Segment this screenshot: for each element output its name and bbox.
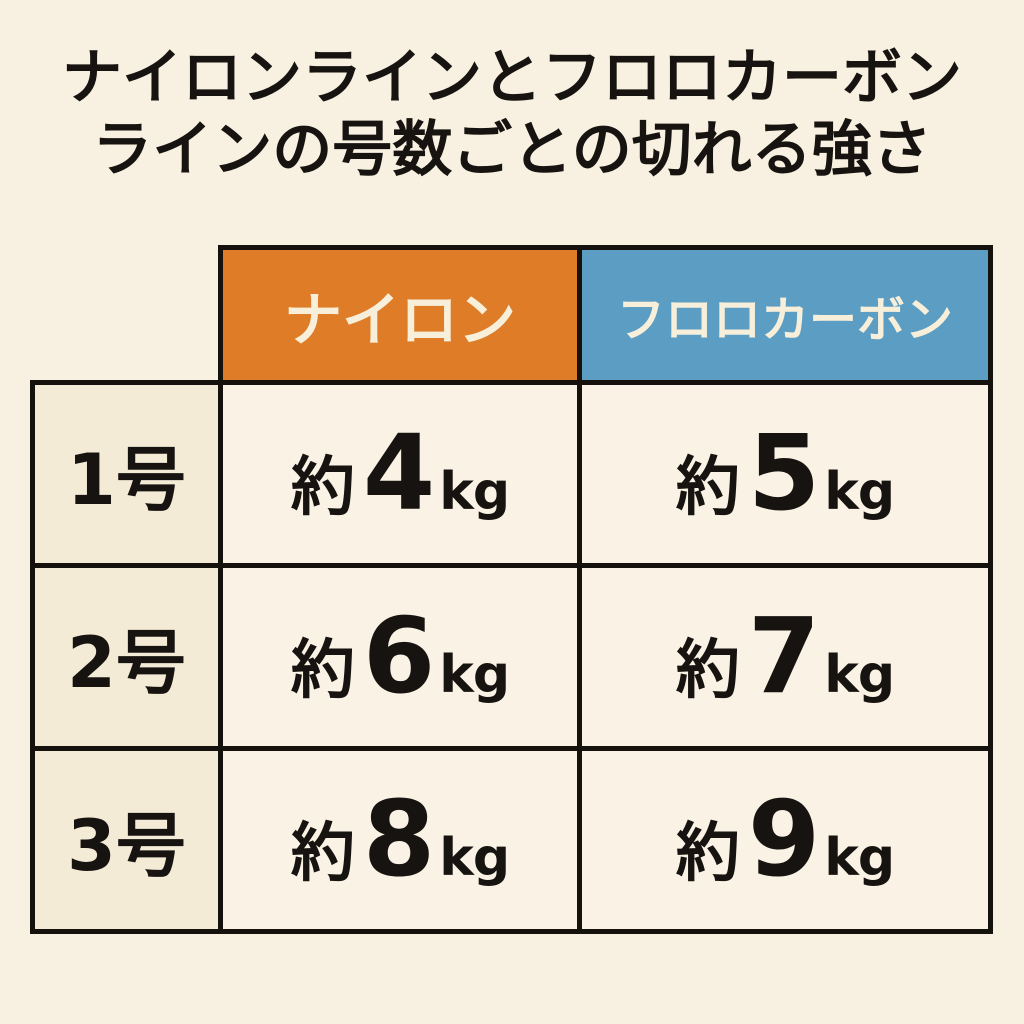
value-group: 約 4 kg <box>290 411 510 534</box>
value-prefix: 約 <box>290 816 355 891</box>
page-title: ナイロンラインとフロロカーボン ラインの号数ごとの切れる強さ <box>0 42 1024 186</box>
value-unit: kg <box>824 827 895 888</box>
value-group: 約 9 kg <box>675 777 895 900</box>
cell-fluorocarbon-size2: 約 7 kg <box>582 568 988 746</box>
value-unit: kg <box>824 461 895 522</box>
row-label-text: 3号 <box>67 804 186 887</box>
row-label-size1: 1号 <box>35 385 218 563</box>
header-label-nylon: ナイロン <box>283 286 516 354</box>
cell-nylon-size3: 約 8 kg <box>223 751 577 929</box>
value-group: 約 6 kg <box>290 594 510 717</box>
value-prefix: 約 <box>675 816 740 891</box>
value-group: 約 8 kg <box>290 777 510 900</box>
row-label-text: 2号 <box>67 621 186 704</box>
value-unit: kg <box>824 644 895 705</box>
value-prefix: 約 <box>675 633 740 708</box>
page-title-line1: ナイロンラインとフロロカーボン <box>62 43 962 113</box>
row-label-size2: 2号 <box>35 568 218 746</box>
header-label-fluorocarbon: フロロカーボン <box>616 292 953 348</box>
value-number: 4 <box>362 411 436 534</box>
value-prefix: 約 <box>290 450 355 525</box>
value-number: 9 <box>747 777 821 900</box>
value-prefix: 約 <box>290 633 355 708</box>
cell-fluorocarbon-size3: 約 9 kg <box>582 751 988 929</box>
value-number: 8 <box>362 777 436 900</box>
row-label-text: 1号 <box>67 438 186 521</box>
value-unit: kg <box>439 644 510 705</box>
table-body: 1号 約 4 kg 約 5 kg 2号 <box>30 380 993 934</box>
cell-nylon-size2: 約 6 kg <box>223 568 577 746</box>
strength-table: ナイロン フロロカーボン 1号 約 4 kg 約 5 <box>30 245 993 934</box>
value-unit: kg <box>439 827 510 888</box>
value-group: 約 5 kg <box>675 411 895 534</box>
value-prefix: 約 <box>675 450 740 525</box>
value-group: 約 7 kg <box>675 594 895 717</box>
cell-nylon-size1: 約 4 kg <box>223 385 577 563</box>
header-cell-fluorocarbon: フロロカーボン <box>582 250 988 380</box>
table-header-row: ナイロン フロロカーボン <box>218 245 993 385</box>
header-cell-nylon: ナイロン <box>223 250 577 380</box>
value-unit: kg <box>439 461 510 522</box>
row-label-size3: 3号 <box>35 751 218 929</box>
value-number: 5 <box>747 411 821 534</box>
page-title-line2: ラインの号数ごとの切れる強さ <box>92 115 932 185</box>
value-number: 7 <box>747 594 821 717</box>
cell-fluorocarbon-size1: 約 5 kg <box>582 385 988 563</box>
value-number: 6 <box>362 594 436 717</box>
